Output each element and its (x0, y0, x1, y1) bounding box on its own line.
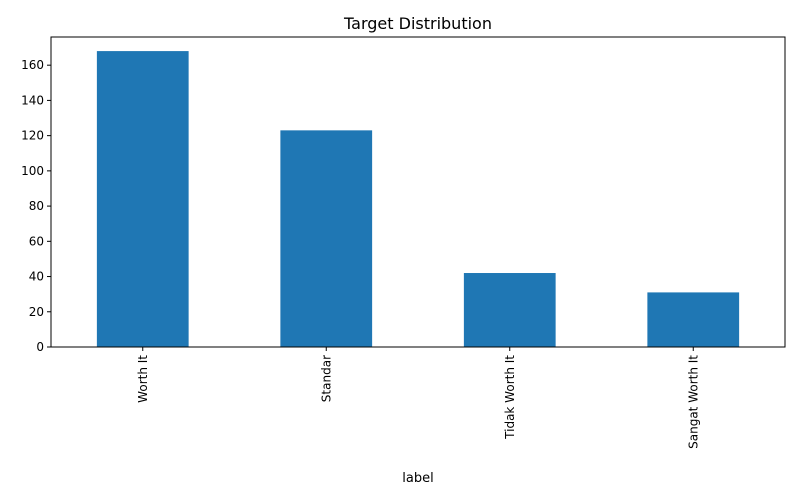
plot-frame (50, 36, 786, 348)
bars-layer (96, 51, 740, 348)
bar-worth-it (96, 51, 189, 348)
y-tick-label: 20 (29, 305, 44, 319)
bar-sangat-worth-it (647, 292, 740, 347)
y-tick-label: 40 (29, 270, 44, 284)
y-tick-label: 120 (21, 129, 44, 143)
chart-title: Target Distribution (343, 14, 492, 33)
x-tick-label: Sangat Worth It (686, 355, 700, 449)
x-tick-label: Standar (319, 355, 333, 402)
bar-tidak-worth-it (463, 273, 556, 347)
x-tick-label: Worth It (136, 355, 150, 403)
y-tick-label: 140 (21, 93, 44, 107)
y-tick-label: 60 (29, 234, 44, 248)
x-axis-label: label (402, 471, 433, 486)
y-tick-label: 0 (36, 340, 44, 354)
y-axis: 0 20 40 60 80 100 120 140 160 (21, 58, 51, 354)
y-tick-label: 80 (29, 199, 44, 213)
y-tick-label: 160 (21, 58, 44, 72)
x-axis: Worth It Standar Tidak Worth It Sangat Wort… (136, 347, 700, 449)
y-tick-label: 100 (21, 164, 44, 178)
bar-standar (280, 130, 373, 347)
x-tick-label: Tidak Worth It (503, 355, 517, 440)
